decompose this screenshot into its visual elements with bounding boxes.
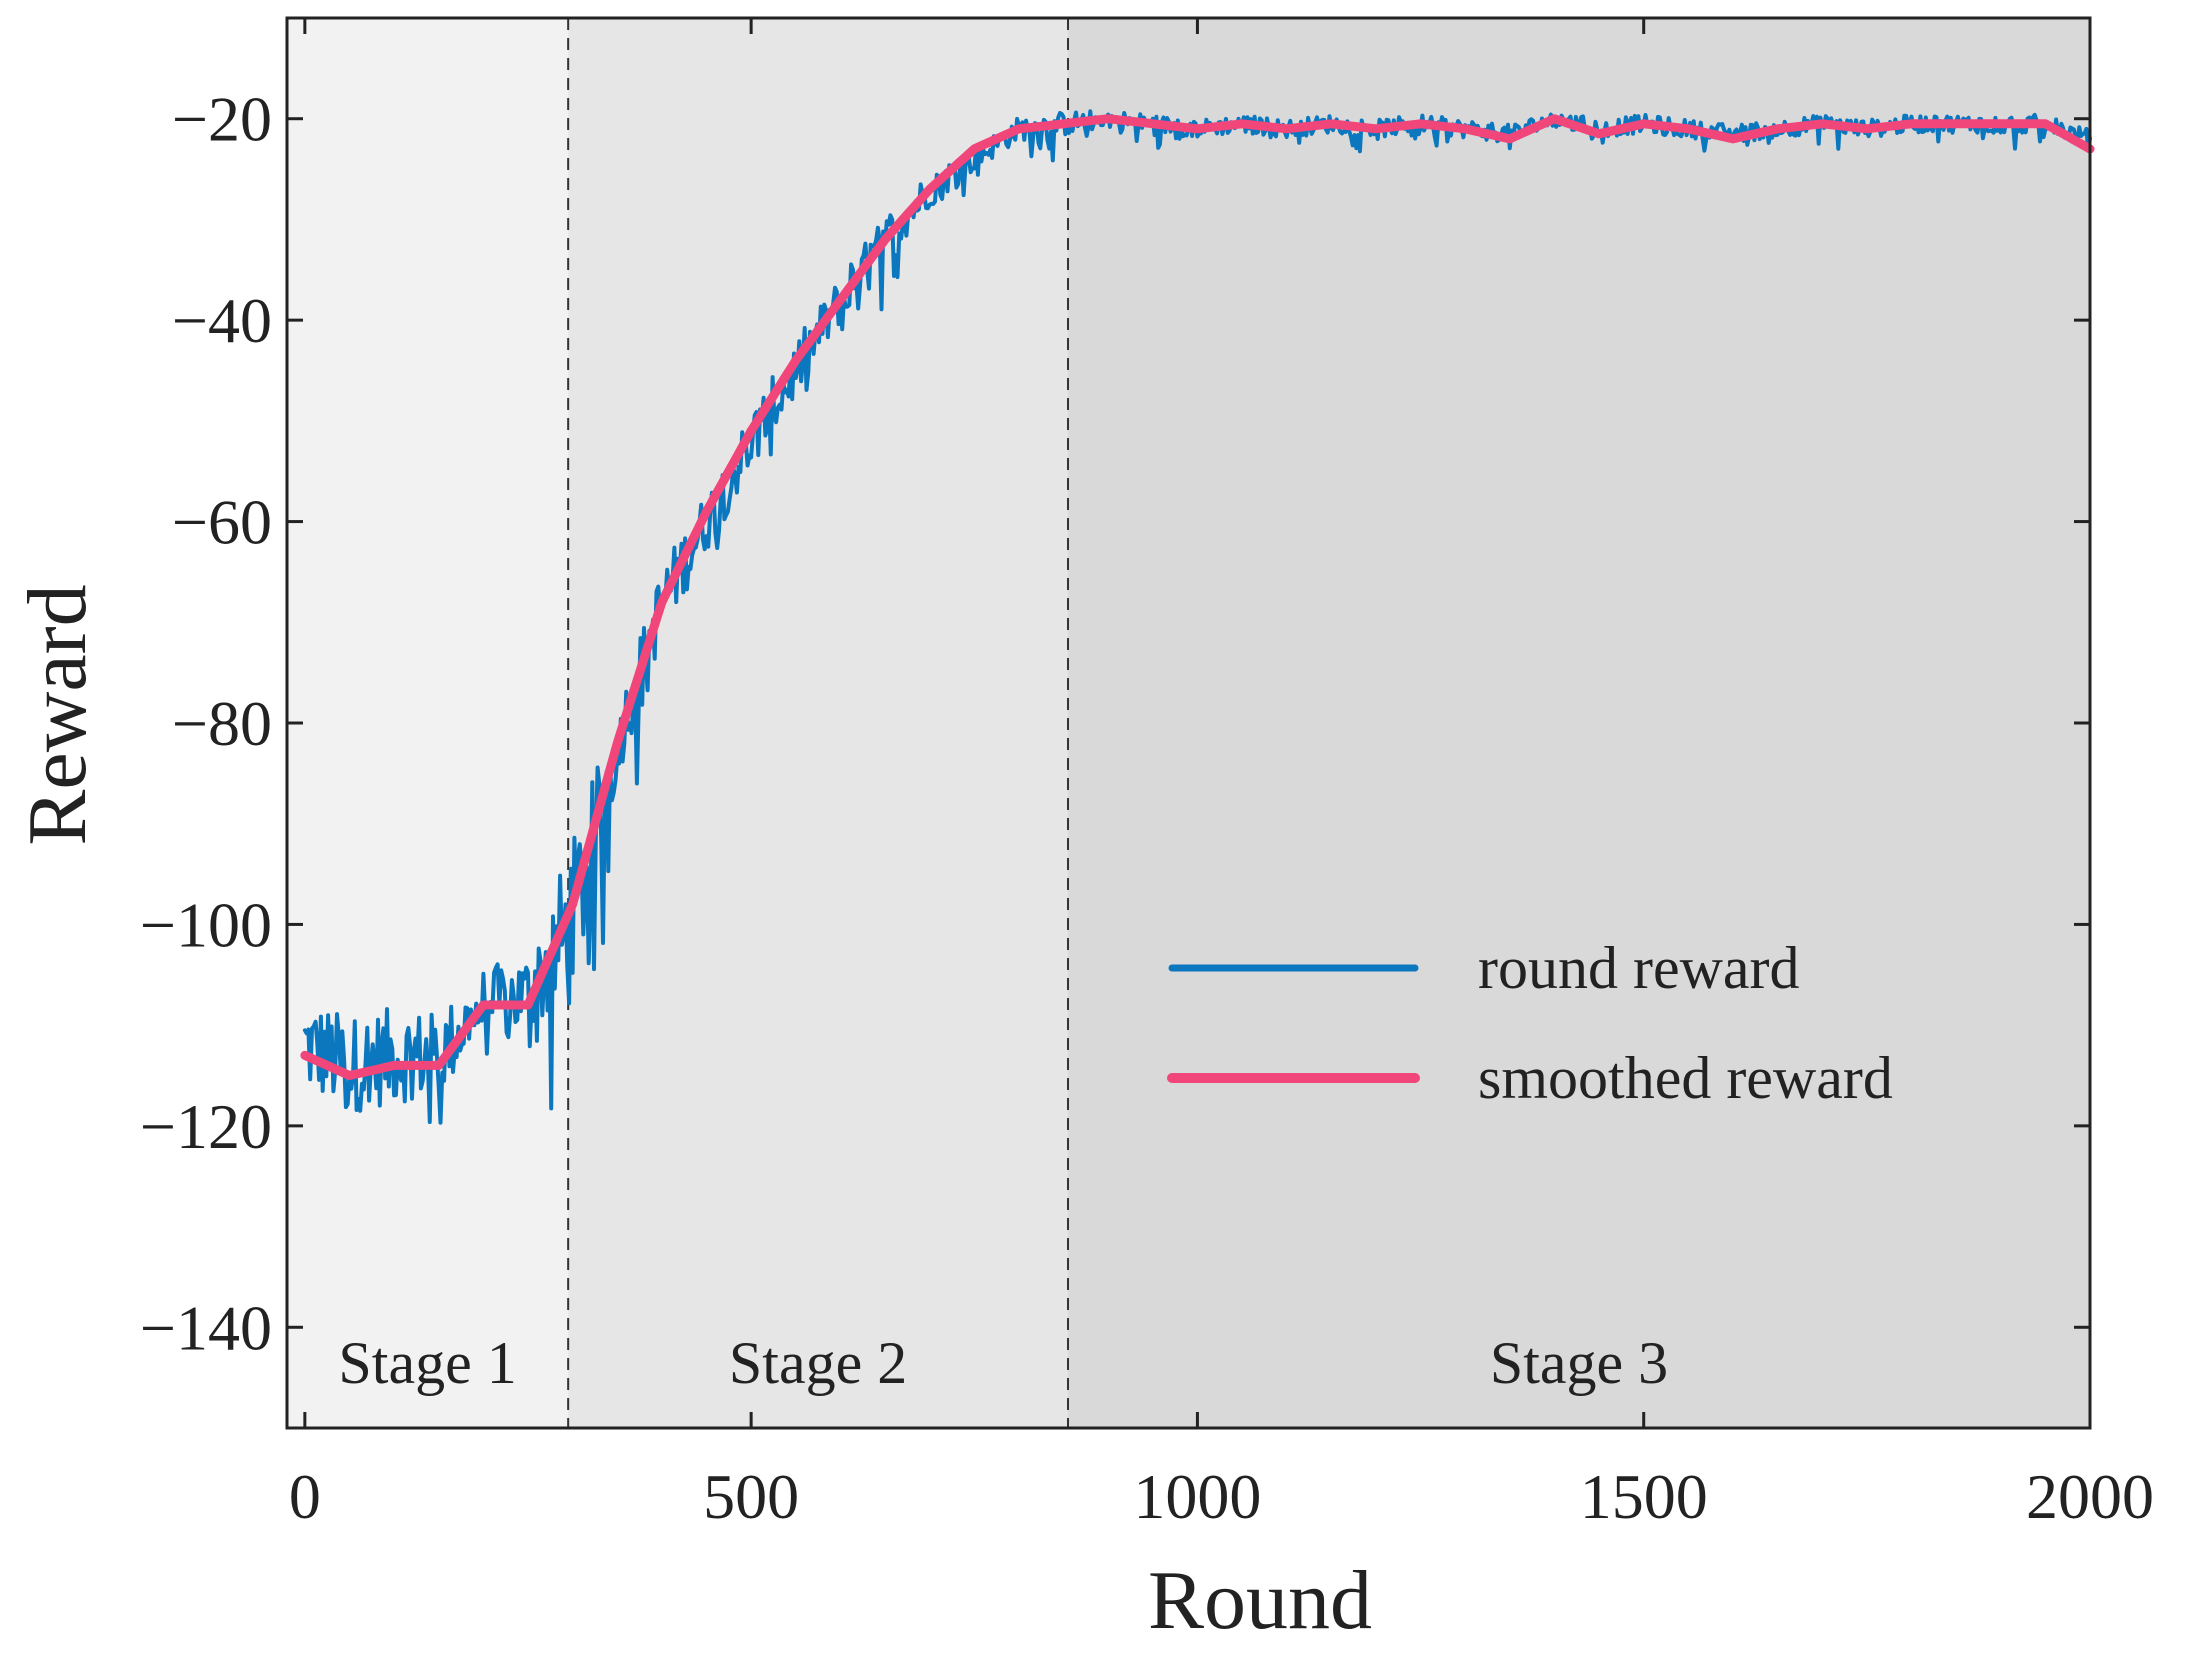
y-tick-label: −60 bbox=[172, 487, 272, 558]
stage-bands bbox=[287, 18, 2090, 1428]
stage-band-2 bbox=[568, 18, 1069, 1428]
y-tick-label: −140 bbox=[140, 1292, 272, 1363]
x-tick-label: 500 bbox=[703, 1461, 799, 1532]
x-axis-title: Round bbox=[1148, 1554, 1372, 1647]
x-tick-label: 1000 bbox=[1133, 1461, 1261, 1532]
legend-label-2: smoothed reward bbox=[1478, 1045, 1893, 1111]
x-axis-ticks: 0 500 1000 1500 2000 bbox=[289, 18, 2154, 1532]
y-tick-label: −20 bbox=[172, 84, 272, 155]
series-line-2 bbox=[300, 114, 2095, 1080]
x-tick-label: 2000 bbox=[2026, 1461, 2154, 1532]
stage-label-2: Stage 2 bbox=[729, 1330, 907, 1396]
series-line-1 bbox=[302, 109, 2092, 1125]
y-axis-ticks: −140 −120 −100 −80 −60 −40 −20 bbox=[140, 84, 2090, 1363]
stage-label-1: Stage 1 bbox=[338, 1330, 516, 1396]
x-tick-label: 1500 bbox=[1580, 1461, 1708, 1532]
stage-label-3: Stage 3 bbox=[1490, 1330, 1668, 1396]
y-tick-label: −40 bbox=[172, 285, 272, 356]
x-tick-label: 0 bbox=[289, 1461, 321, 1532]
legend-label-1: round reward bbox=[1478, 935, 1800, 1001]
stage-dividers bbox=[567, 18, 1070, 1428]
y-tick-label: −100 bbox=[140, 889, 272, 960]
stage-band-1 bbox=[287, 18, 569, 1428]
legend: round reward smoothed reward bbox=[1167, 935, 1893, 1111]
stage-band-3 bbox=[1068, 18, 2090, 1428]
y-tick-label: −80 bbox=[172, 688, 272, 759]
stage-labels: Stage 1 Stage 2 Stage 3 bbox=[338, 1330, 1668, 1396]
series-layer bbox=[300, 109, 2095, 1125]
y-tick-label: −120 bbox=[140, 1091, 272, 1162]
y-axis-title: Reward bbox=[11, 584, 104, 845]
